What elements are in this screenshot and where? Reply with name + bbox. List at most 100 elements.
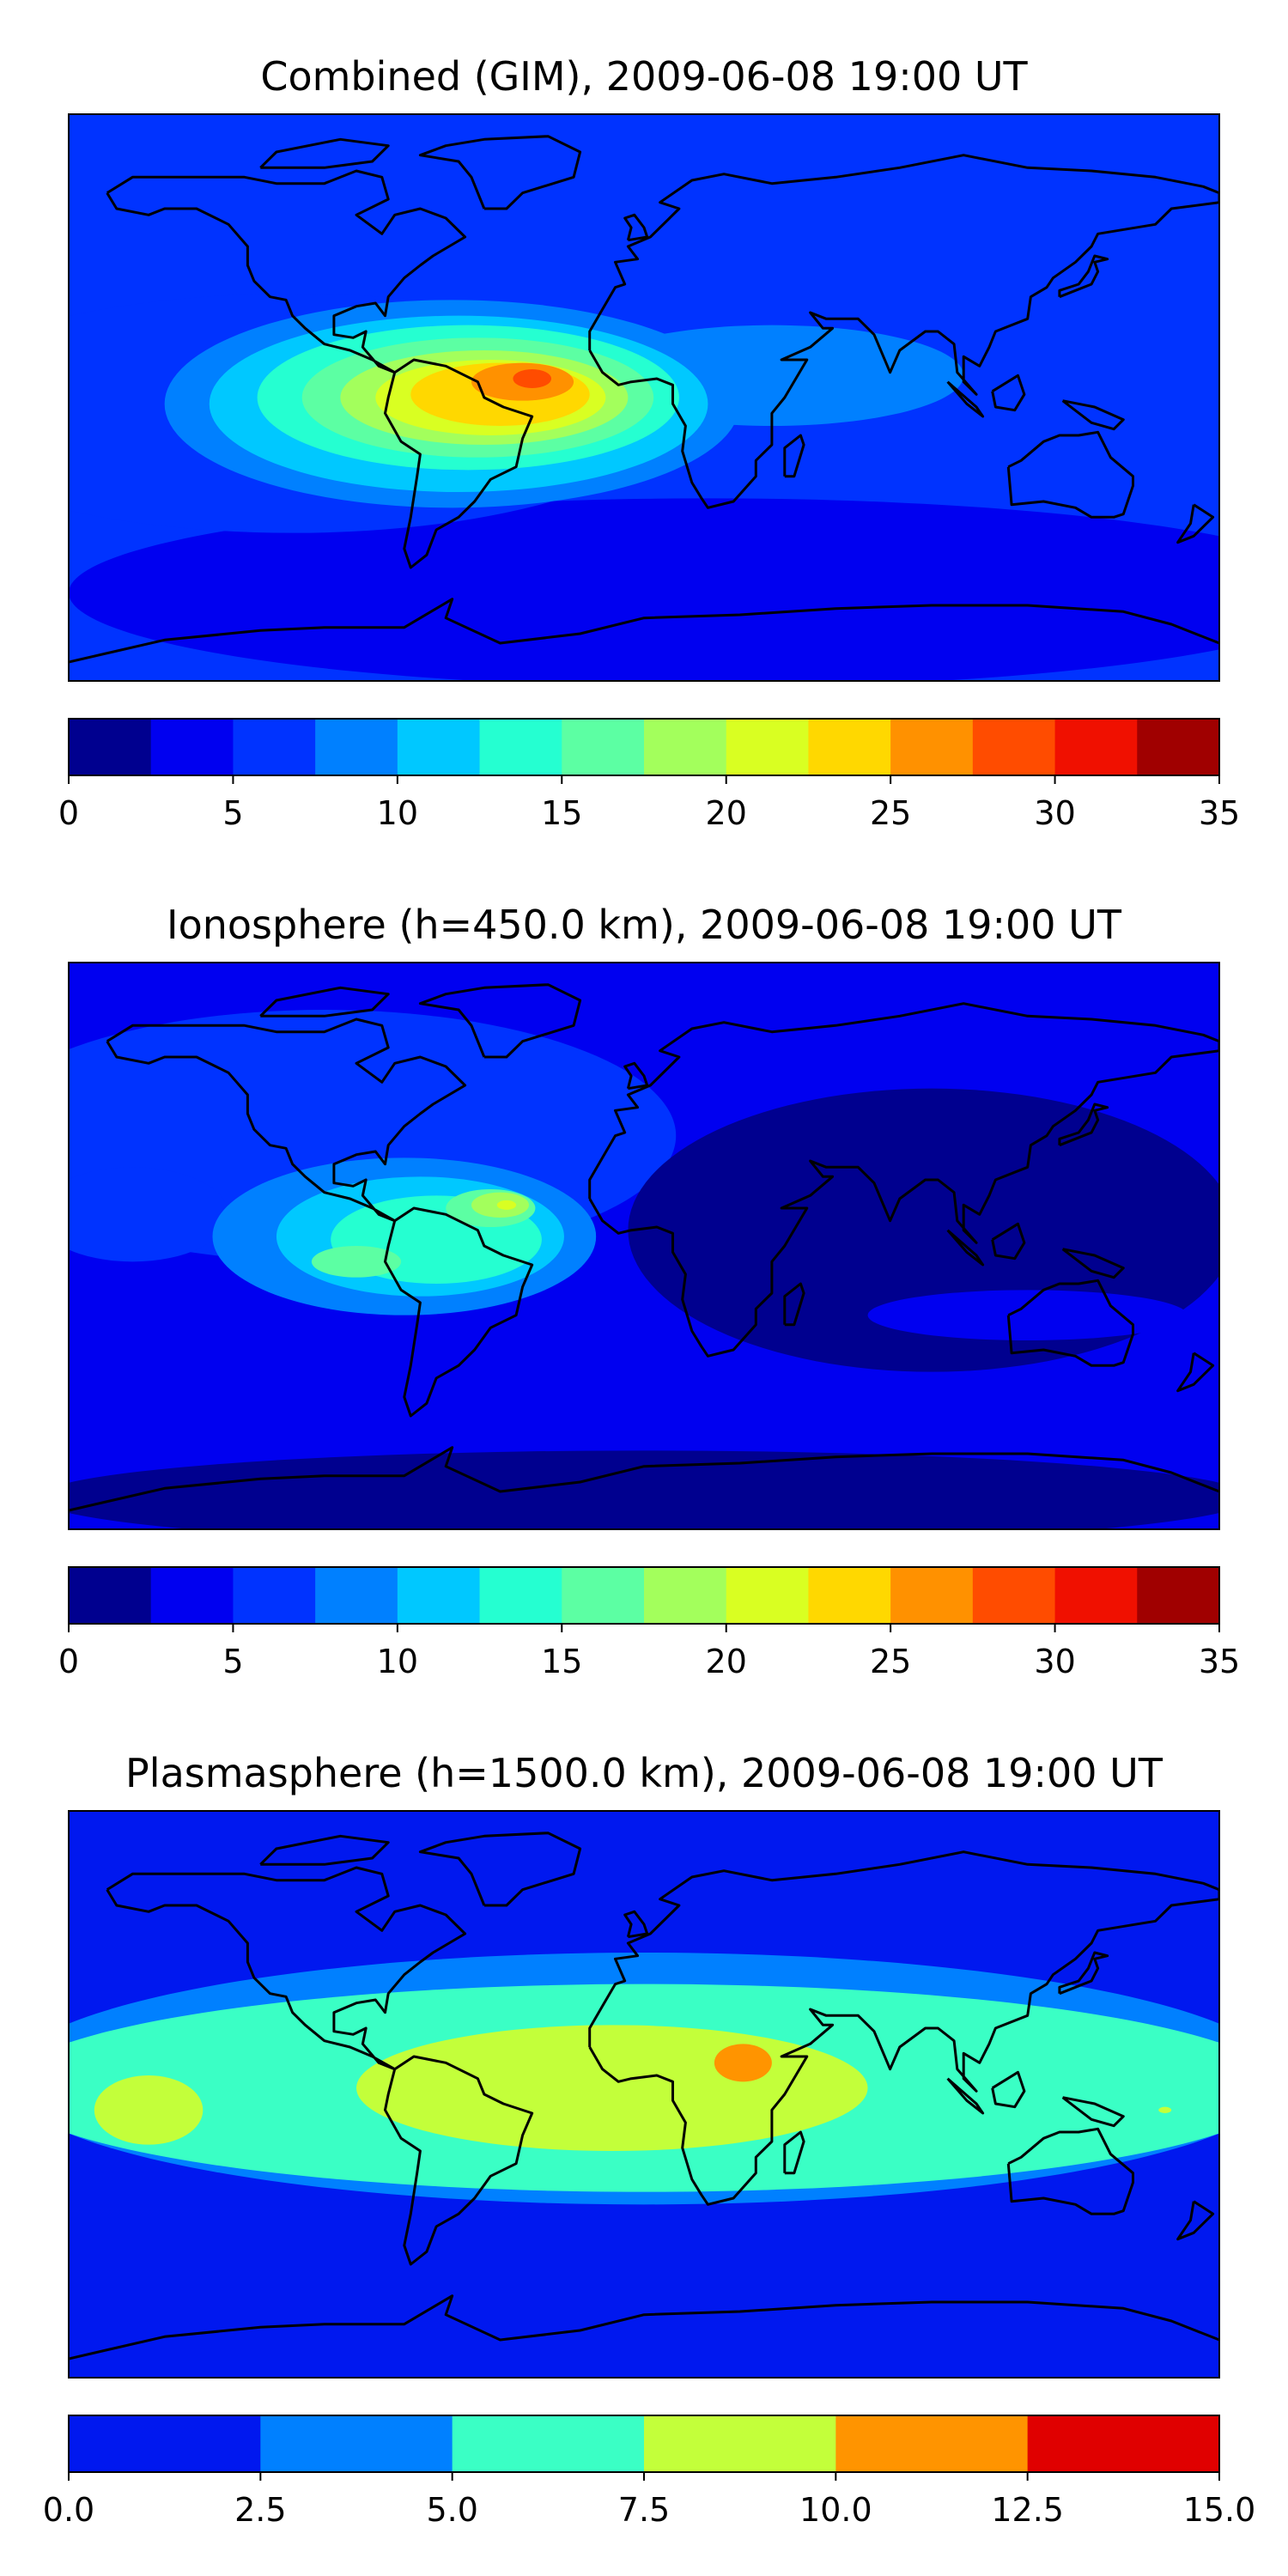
colorbar-frame — [68, 718, 1220, 776]
coastline-sumatra — [946, 2077, 985, 2115]
colorbar-tick-label: 5.0 — [426, 2491, 477, 2529]
panel-title: Combined (GIM), 2009-06-08 19:00 UT — [260, 53, 1028, 100]
colorbar-segment — [726, 1567, 809, 1624]
coastline-south-america — [384, 358, 534, 569]
colorbar-tick-label: 0 — [58, 1643, 79, 1680]
colorbar-tick-label: 10 — [377, 794, 418, 832]
colorbar-segment — [562, 1567, 645, 1624]
colorbar-tick-label: 2.5 — [234, 2491, 286, 2529]
colorbar-segment — [972, 1567, 1056, 1624]
colorbar-segment — [1054, 1567, 1138, 1624]
colorbar-tick-label: 12.5 — [991, 2491, 1064, 2529]
coastline-britain — [623, 213, 649, 242]
contour-region-southern-band — [69, 498, 1219, 681]
contour-region-eia-l8-north — [496, 1200, 517, 1210]
colorbar-segment — [644, 1567, 727, 1624]
coastline-greenland — [418, 135, 582, 210]
colorbar-segment — [397, 719, 481, 775]
colorbar-tick-label: 10.0 — [799, 2491, 872, 2529]
colorbar-segment — [1054, 719, 1138, 775]
colorbar-tick-label: 20 — [706, 1643, 747, 1680]
colorbar-segment — [562, 719, 645, 775]
coastline-new-guinea — [1061, 399, 1125, 431]
coastline-africa-eurasia — [588, 154, 1219, 509]
colorbar-segment — [315, 1567, 398, 1624]
coastline-north-america — [106, 1018, 467, 1223]
colorbar-segment — [260, 2415, 453, 2472]
colorbar-segment — [233, 719, 316, 775]
coastline-new-zealand — [1176, 1352, 1215, 1393]
colorbar-segment — [397, 1567, 481, 1624]
coastline-sumatra — [946, 380, 985, 418]
coastline-japan — [1058, 1103, 1109, 1147]
coastline-borneo — [991, 1222, 1026, 1261]
coastline-africa-eurasia — [588, 1850, 1219, 2206]
colorbar-segment — [890, 719, 974, 775]
map-frame — [68, 113, 1220, 682]
map-frame — [68, 1810, 1220, 2379]
contour-region-australia-arm — [867, 1290, 1188, 1340]
coastline-britain — [623, 1061, 649, 1091]
colorbar-segment — [452, 2415, 645, 2472]
contour-region-eia-l6-south — [311, 1246, 402, 1278]
ionosphere-panel: Ionosphere (h=450.0 km), 2009-06-08 19:0… — [58, 902, 1240, 1680]
colorbar-segment — [69, 2415, 261, 2472]
coastline-borneo — [991, 2070, 1026, 2109]
coastline-greenland — [418, 983, 582, 1059]
coastline-africa-eurasia — [588, 1002, 1219, 1358]
colorbar-tick-label: 10 — [377, 1643, 418, 1680]
panel-title: Ionosphere (h=450.0 km), 2009-06-08 19:0… — [167, 902, 1122, 948]
coastline-antarctica — [69, 2294, 1219, 2360]
panel-title: Plasmasphere (h=1500.0 km), 2009-06-08 1… — [125, 1750, 1163, 1796]
colorbar-segment — [1027, 2415, 1220, 2472]
coastline-sumatra — [946, 1229, 985, 1267]
colorbar-segment — [644, 2415, 836, 2472]
coastline-antarctica — [69, 598, 1219, 664]
coastline-australia — [1006, 430, 1134, 519]
coastline-north-america — [106, 169, 467, 374]
coastline-borneo — [991, 374, 1026, 412]
coastline-antarctica — [69, 1446, 1219, 1512]
colorbar-segment — [69, 719, 152, 775]
coastline-arctic-islands — [259, 137, 390, 169]
colorbar-tick-label: 15 — [541, 794, 582, 832]
colorbar-segment — [972, 719, 1056, 775]
coastline-new-zealand — [1176, 503, 1215, 544]
colorbar-segment — [150, 1567, 234, 1624]
colorbar-segment — [890, 1567, 974, 1624]
contour-map — [69, 1811, 1219, 2378]
map-frame — [68, 962, 1220, 1530]
colorbar-tick-label: 15 — [541, 1643, 582, 1680]
combined-gim-panel: Combined (GIM), 2009-06-08 19:00 UT 0 5 10 1… — [58, 53, 1240, 832]
coastline-japan — [1058, 254, 1109, 299]
colorbar-segment — [644, 719, 727, 775]
colorbar-tick-label: 25 — [870, 1643, 911, 1680]
contour-region-africa-l4 — [714, 2044, 772, 2082]
colorbar-segment — [315, 719, 398, 775]
contour-region-asia-fleck-l3 — [1158, 2106, 1172, 2113]
coastline-new-guinea — [1061, 2096, 1125, 2128]
contour-map — [69, 963, 1219, 1529]
coastline-arctic-islands — [259, 1834, 390, 1866]
coastline-south-america — [384, 2055, 534, 2266]
coastline-madagascar — [783, 2130, 805, 2175]
coastline-north-america — [106, 1866, 467, 2071]
contour-region-pacific-west-blob — [69, 1167, 229, 1262]
coastline-australia — [1006, 2127, 1134, 2215]
coastline-australia — [1006, 1279, 1134, 1367]
coastline-britain — [623, 1910, 649, 1939]
coastline-madagascar — [783, 1282, 805, 1327]
coastline-japan — [1058, 1951, 1109, 1996]
colorbar-tick-label: 0 — [58, 794, 79, 832]
colorbar-segment — [233, 1567, 316, 1624]
colorbar-segment — [726, 719, 809, 775]
colorbar-segment — [808, 719, 891, 775]
colorbar-frame — [68, 1566, 1220, 1625]
colorbar-tick-label: 35 — [1199, 1643, 1240, 1680]
coastline-greenland — [418, 1832, 582, 1907]
colorbar-tick-label: 25 — [870, 794, 911, 832]
coastline-new-zealand — [1176, 2200, 1215, 2241]
contour-region-eia-l11 — [513, 369, 552, 388]
colorbar-tick-label: 30 — [1034, 794, 1075, 832]
